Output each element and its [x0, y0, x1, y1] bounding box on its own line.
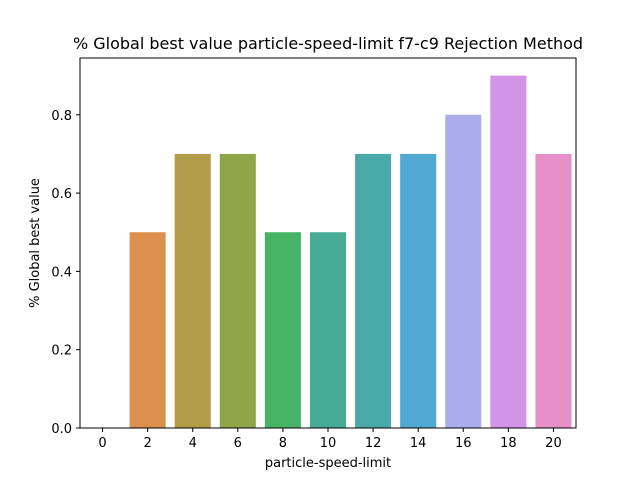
y-axis-label: % Global best value	[28, 178, 43, 308]
x-axis: 0 2 4 6 8 10 12 14 16 18 20	[98, 428, 562, 451]
bar-16	[445, 114, 482, 429]
bar-4	[174, 153, 211, 428]
x-tick-label-12: 12	[365, 436, 382, 451]
bar-12	[355, 153, 392, 428]
y-tick-label-0: 0.0	[51, 422, 72, 437]
y-tick-label-1: 0.2	[51, 344, 72, 359]
x-tick-label-6: 6	[234, 436, 242, 451]
x-tick-label-14: 14	[410, 436, 427, 451]
y-tick-label-3: 0.6	[51, 187, 72, 202]
y-tick-label-4: 0.8	[51, 109, 72, 124]
bar-20	[535, 153, 572, 428]
chart-title: % Global best value particle-speed-limit…	[73, 34, 583, 53]
x-tick-label-20: 20	[545, 436, 562, 451]
y-axis: 0.0 0.2 0.4 0.6 0.8	[51, 109, 80, 437]
bar-2	[129, 232, 166, 428]
bar-14	[400, 153, 437, 428]
plot-frame	[79, 57, 577, 429]
x-tick-label-0: 0	[98, 436, 106, 451]
x-tick-label-4: 4	[189, 436, 197, 451]
bar-10	[309, 232, 347, 428]
x-tick-label-16: 16	[455, 436, 472, 451]
y-tick-label-2: 0.4	[51, 265, 72, 280]
x-axis-label: particle-speed-limit	[265, 456, 391, 471]
bar-8	[264, 232, 301, 428]
x-tick-label-10: 10	[320, 436, 337, 451]
bar-6	[219, 153, 256, 428]
bars-group	[129, 75, 572, 429]
bar-18	[490, 75, 527, 429]
x-tick-label-18: 18	[500, 436, 517, 451]
x-tick-label-2: 2	[143, 436, 151, 451]
x-tick-label-8: 8	[279, 436, 287, 451]
